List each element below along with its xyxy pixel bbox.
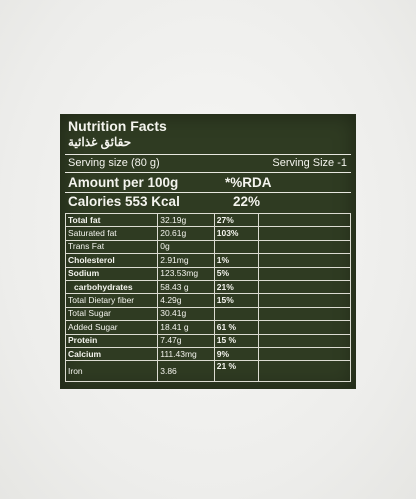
nutrient-amount: 4.29g [157,293,215,308]
nutrient-rda [213,306,260,322]
nutrient-rda: 21 % [213,360,260,383]
nutrient-rda: 9% [213,346,260,362]
amount-header: Amount per 100g [68,175,179,190]
nutrient-amount: 123.53mg [157,266,215,281]
nutrient-name: Saturated fat [64,226,159,241]
calories-rda: 22% [233,194,261,209]
serving-size-right: Serving Size -1 [272,157,347,169]
nutrient-rda: 15 % [213,333,260,348]
nutrient-rda: 1% [213,253,260,268]
nutrient-amount: 3.86 [157,360,215,383]
nutrient-name: Iron [64,360,159,383]
rda-header: *%RDA [225,175,272,190]
nutrient-amount: 32.19g [157,212,215,228]
nutrient-name: Protein [64,333,159,348]
table-row: carbohydrates 58.43 g 21% [64,279,351,295]
table-row: Sodium 123.53mg 5% [64,266,351,281]
nutrient-rda: 27% [213,212,260,228]
nutrient-rda: 61 % [213,320,260,335]
nutrient-name: Total fat [64,212,159,228]
nutrient-name: Sodium [64,266,159,281]
table-row: Protein 7.47g 15 % [64,333,351,348]
nutrient-table: Total fat 32.19g 27% Saturated fat 20.61… [64,212,351,383]
nutrition-label: Nutrition Facts حقائق غذائية Serving siz… [61,115,355,388]
nutrient-name: carbohydrates [64,279,159,295]
nutrient-amount: 18.41 g [157,320,215,335]
table-row: Total Dietary fiber 4.29g 15% [64,293,351,308]
nutrient-name: Total Dietary fiber [64,293,159,308]
divider [65,154,351,155]
serving-size-left: Serving size (80 g) [68,157,160,169]
divider [65,192,351,193]
table-row: Added Sugar 18.41 g 61 % [64,320,351,335]
label-title-arabic: حقائق غذائية [68,135,132,149]
nutrient-rda: 15% [213,293,260,308]
table-row: Calcium 111.43mg 9% [64,346,351,362]
nutrient-amount: 111.43mg [157,346,215,362]
nutrient-amount: 2.91mg [157,253,215,268]
nutrient-amount: 7.47g [157,333,215,348]
nutrient-amount: 0g [157,239,215,255]
nutrient-amount: 58.43 g [157,279,215,295]
table-row: Total fat 32.19g 27% [64,212,351,228]
nutrient-name: Added Sugar [64,320,159,335]
nutrient-name: Total Sugar [64,306,159,322]
nutrient-rda: 103% [213,226,260,241]
nutrient-rda: 21% [213,279,260,295]
nutrient-amount: 30.41g [157,306,215,322]
nutrient-name: Cholesterol [64,253,159,268]
divider [65,172,351,173]
label-title: Nutrition Facts [68,118,167,134]
nutrient-rda: 5% [213,266,260,281]
table-row: Saturated fat 20.61g 103% [64,226,351,241]
table-row: Cholesterol 2.91mg 1% [64,253,351,268]
table-row: Trans Fat 0g [64,239,351,255]
table-row: Iron 3.86 21 % [64,360,351,383]
nutrient-name: Trans Fat [64,239,159,255]
nutrient-name: Calcium [64,346,159,362]
nutrient-amount: 20.61g [157,226,215,241]
calories: Calories 553 Kcal [68,194,180,209]
nutrient-rda [213,239,260,255]
table-row: Total Sugar 30.41g [64,306,351,322]
